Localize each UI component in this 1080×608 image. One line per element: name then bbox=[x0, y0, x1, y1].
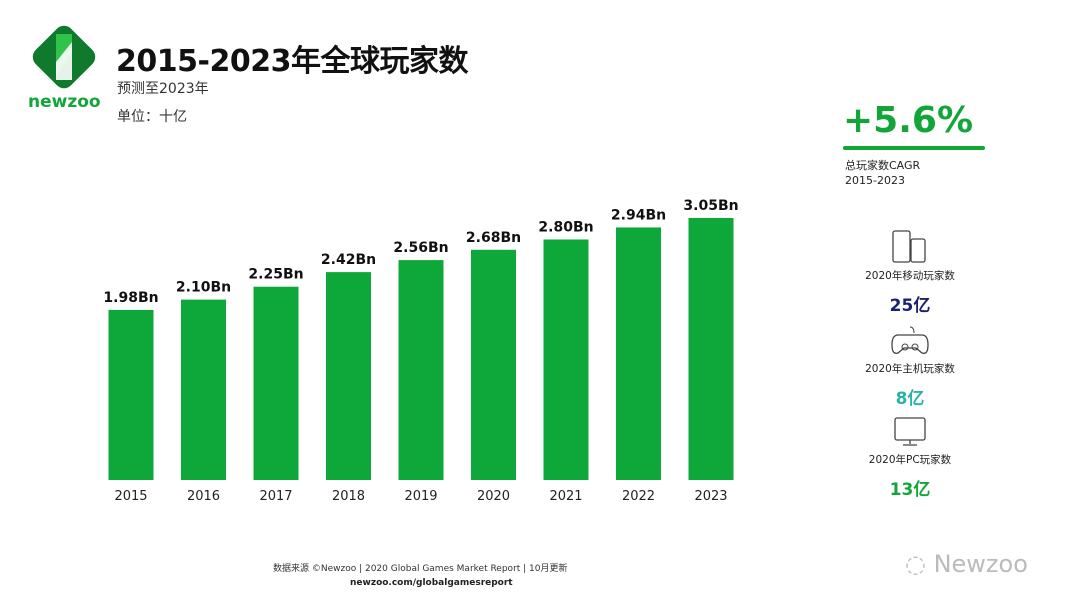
cagr-label-text: 总玩家数CAGR bbox=[845, 159, 921, 172]
bar-2015 bbox=[108, 309, 154, 480]
stat-label: 2020年PC玩家数 bbox=[868, 454, 952, 466]
unit-label: 单位：十亿 bbox=[117, 109, 187, 125]
stat-value: 25亿 bbox=[889, 296, 931, 316]
subtitle: 预测至2023年 bbox=[117, 81, 209, 97]
data-label: 1.98Bn bbox=[103, 290, 158, 306]
x-tick-label: 2017 bbox=[259, 489, 292, 504]
source-note: 数据来源 ©Newzoo | 2020 Global Games Market … bbox=[273, 564, 568, 574]
data-label: 3.05Bn bbox=[683, 198, 738, 214]
data-label: 2.80Bn bbox=[538, 219, 593, 235]
gamepad-icon bbox=[891, 326, 929, 354]
x-tick-label: 2022 bbox=[622, 489, 655, 504]
x-tick-label: 2016 bbox=[187, 489, 220, 504]
data-label: 2.25Bn bbox=[248, 267, 303, 283]
bar-2023 bbox=[688, 218, 734, 480]
page-title: 2015-2023年全球玩家数 bbox=[116, 44, 468, 79]
bar-2018 bbox=[326, 272, 371, 480]
cagr-label: 总玩家数CAGR 2015-2023 bbox=[845, 158, 920, 188]
cagr-period: 2015-2023 bbox=[845, 174, 905, 187]
wechat-icon: ◌ bbox=[905, 550, 934, 578]
stat-value: 13亿 bbox=[889, 480, 931, 500]
bar-2022 bbox=[616, 227, 661, 480]
data-label: 2.10Bn bbox=[176, 280, 231, 296]
stat-label: 2020年主机玩家数 bbox=[865, 363, 955, 375]
mobile-icon bbox=[892, 230, 926, 263]
source-url[interactable]: newzoo.com/globalgamesreport bbox=[350, 578, 513, 588]
stat-value: 8亿 bbox=[895, 389, 925, 409]
bar-2016 bbox=[181, 299, 226, 480]
data-label: 2.94Bn bbox=[611, 207, 666, 223]
data-label: 2.42Bn bbox=[321, 252, 376, 268]
bar-2019 bbox=[398, 260, 444, 480]
bar-2021 bbox=[543, 239, 589, 480]
x-tick-label: 2018 bbox=[332, 489, 365, 504]
data-label: 2.56Bn bbox=[393, 240, 448, 256]
stat-label: 2020年移动玩家数 bbox=[865, 270, 955, 282]
watermark-text: Newzoo bbox=[933, 550, 1028, 578]
newzoo-logo bbox=[32, 25, 96, 89]
bar-chart: 1.98Bn 2015 2.10Bn 2016 2.25Bn 2017 2.42Bn 2018… bbox=[103, 198, 738, 504]
watermark: ◌ Newzoo bbox=[905, 550, 1028, 578]
stat-mobile: 2020年移动玩家数 25亿 bbox=[840, 230, 980, 316]
cagr-underline bbox=[843, 146, 985, 150]
x-tick-label: 2020 bbox=[477, 489, 510, 504]
x-tick-label: 2019 bbox=[404, 489, 437, 504]
bar-2017 bbox=[253, 286, 299, 480]
x-tick-label: 2021 bbox=[549, 489, 582, 504]
stat-pc: 2020年PC玩家数 13亿 bbox=[840, 416, 980, 500]
bar-2020 bbox=[471, 249, 516, 480]
cagr-value: +5.6% bbox=[843, 100, 974, 141]
x-tick-label: 2015 bbox=[114, 489, 147, 504]
data-label: 2.68Bn bbox=[466, 230, 521, 246]
monitor-icon bbox=[894, 417, 926, 446]
logo-text: newzoo bbox=[28, 92, 101, 112]
stat-console: 2020年主机玩家数 8亿 bbox=[840, 325, 980, 409]
x-tick-label: 2023 bbox=[694, 489, 727, 504]
